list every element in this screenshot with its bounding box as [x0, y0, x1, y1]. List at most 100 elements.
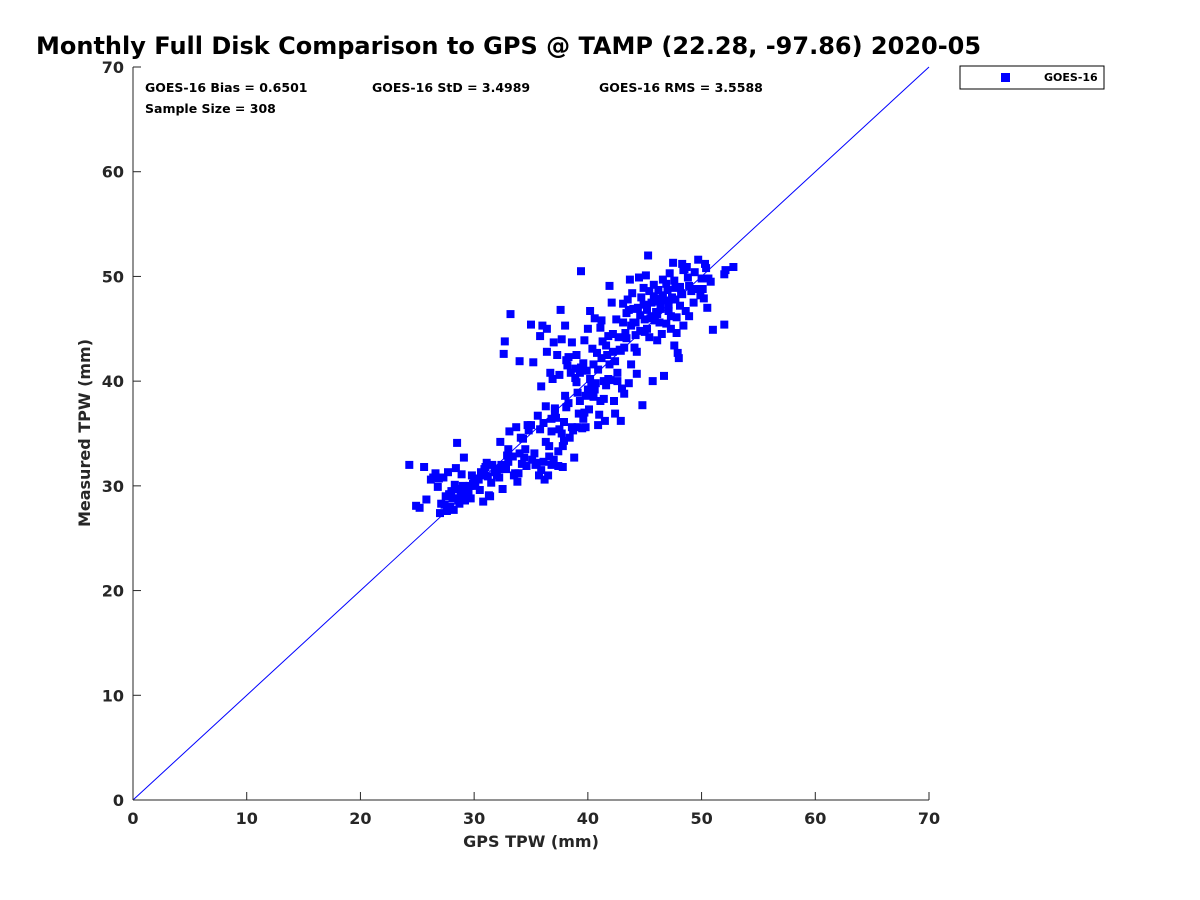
data-point — [676, 301, 684, 310]
data-point — [608, 330, 617, 338]
data-point — [679, 321, 688, 330]
data-point — [729, 263, 738, 271]
data-point — [456, 489, 465, 498]
data-point — [685, 312, 694, 321]
data-point — [557, 335, 566, 344]
data-point — [521, 445, 530, 454]
data-point — [599, 377, 608, 386]
data-point — [629, 304, 638, 313]
data-point — [650, 316, 659, 325]
data-point — [561, 391, 570, 400]
data-point — [683, 273, 692, 282]
data-point — [678, 290, 687, 299]
data-point — [628, 289, 637, 298]
data-point — [654, 286, 663, 294]
data-point — [537, 466, 546, 475]
data-point — [542, 347, 551, 356]
data-point — [405, 460, 414, 469]
data-point — [573, 388, 582, 397]
data-point — [616, 416, 625, 425]
data-point — [605, 281, 614, 290]
data-point — [604, 332, 613, 341]
data-point — [619, 318, 628, 327]
data-point — [564, 353, 573, 362]
data-point — [541, 402, 550, 411]
x-tick-label: 0 — [127, 809, 138, 828]
data-point — [595, 410, 604, 419]
data-point — [464, 489, 473, 498]
data-point — [640, 315, 649, 324]
x-tick-label: 10 — [236, 809, 258, 828]
data-point — [603, 351, 612, 359]
data-point — [630, 343, 639, 352]
data-point — [487, 478, 496, 487]
legend-box — [959, 65, 1105, 90]
data-point — [583, 324, 592, 333]
data-point — [582, 366, 591, 375]
legend-marker-square — [1001, 73, 1010, 82]
data-point — [564, 399, 573, 408]
data-point — [547, 414, 556, 423]
data-point — [649, 292, 658, 301]
data-point — [580, 408, 589, 417]
data-point — [422, 495, 431, 504]
data-point — [498, 485, 507, 493]
data-point — [565, 433, 574, 442]
data-point — [567, 423, 576, 432]
x-axis-label: GPS TPW (mm) — [463, 832, 599, 851]
data-point — [670, 341, 679, 350]
data-point — [585, 405, 593, 414]
y-tick-label: 70 — [102, 58, 124, 77]
data-point — [580, 336, 589, 345]
data-point — [669, 258, 678, 267]
data-point — [562, 403, 571, 412]
data-point — [593, 348, 601, 357]
stats-annotations: GOES-16 Bias = 0.6501 GOES-16 StD = 3.49… — [145, 80, 763, 116]
data-point — [539, 419, 548, 427]
data-point — [645, 333, 654, 342]
data-point — [579, 414, 588, 423]
data-point — [672, 313, 681, 322]
data-point — [638, 401, 647, 410]
data-point — [466, 494, 475, 503]
data-point — [689, 298, 698, 307]
data-point — [671, 283, 680, 292]
data-point — [496, 437, 505, 446]
data-point — [690, 268, 699, 277]
stat-bias: GOES-16 Bias = 0.6501 — [145, 80, 307, 95]
data-point — [647, 298, 656, 307]
data-point — [611, 409, 620, 418]
data-point — [549, 338, 558, 347]
data-point — [598, 337, 607, 346]
data-point — [575, 397, 584, 405]
stat-rms: GOES-16 RMS = 3.5588 — [599, 80, 763, 95]
data-point — [647, 312, 656, 321]
data-point — [666, 324, 675, 333]
data-point — [516, 433, 525, 442]
data-point — [442, 507, 451, 515]
data-point — [663, 286, 672, 294]
data-point — [589, 392, 598, 401]
data-point — [505, 427, 514, 436]
data-point — [563, 361, 572, 370]
data-point — [479, 497, 488, 506]
legend-label: GOES-16 — [1044, 71, 1098, 84]
data-point — [613, 377, 622, 386]
data-point — [572, 351, 581, 359]
data-point — [554, 462, 563, 470]
data-point — [694, 255, 703, 264]
data-point — [550, 404, 559, 413]
data-point — [600, 416, 609, 425]
data-point — [504, 445, 513, 454]
data-point — [517, 459, 526, 468]
data-point — [459, 453, 468, 462]
data-point — [573, 423, 582, 432]
data-point — [720, 270, 729, 279]
data-point — [599, 394, 608, 403]
data-point — [696, 291, 705, 300]
data-point — [602, 381, 611, 390]
data-point — [624, 379, 633, 388]
data-point — [605, 360, 614, 369]
data-point — [698, 285, 707, 293]
data-point — [645, 287, 654, 296]
